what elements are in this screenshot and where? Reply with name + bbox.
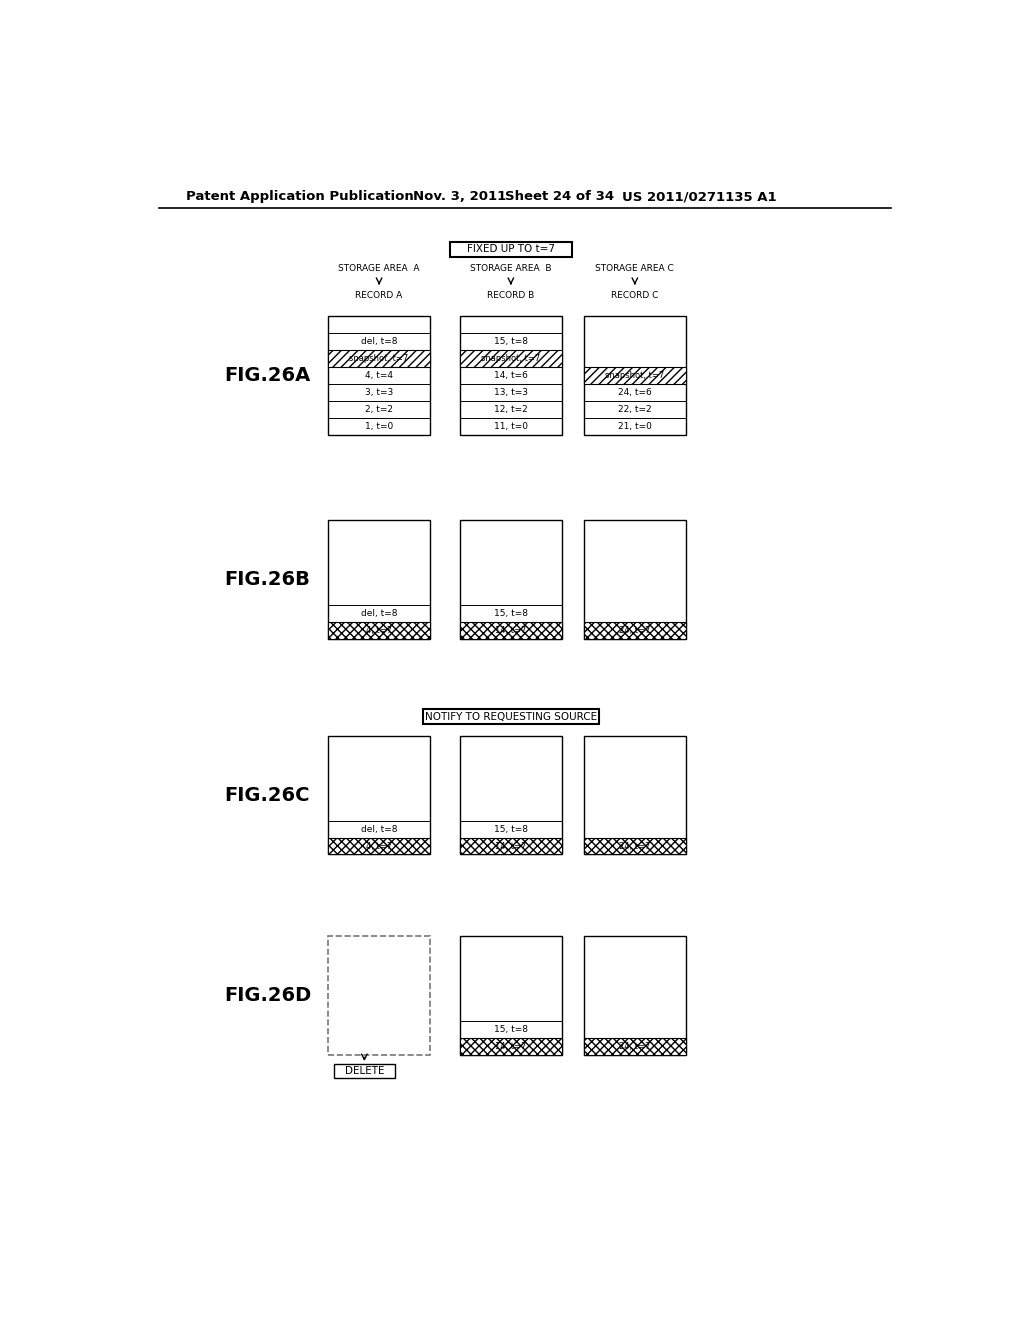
Text: 1, t=0: 1, t=0 [365, 422, 393, 430]
Text: FIG.26A: FIG.26A [224, 366, 310, 385]
Bar [328, 737, 430, 854]
Text: 14, t=6: 14, t=6 [494, 371, 527, 380]
Text: del, t=8: del, t=8 [360, 337, 397, 346]
Text: 24, t=6: 24, t=6 [617, 388, 651, 397]
Bar [584, 317, 686, 434]
Text: 22, t=2: 22, t=2 [618, 405, 651, 414]
Text: STORAGE AREA  A: STORAGE AREA A [338, 264, 420, 273]
Text: 4, t=7: 4, t=7 [366, 842, 392, 850]
Text: 14, t=7: 14, t=7 [496, 626, 526, 635]
Text: 3, t=3: 3, t=3 [365, 388, 393, 397]
Text: FIG.26C: FIG.26C [224, 785, 310, 805]
Text: STORAGE AREA C: STORAGE AREA C [596, 264, 674, 273]
Bar [584, 367, 686, 384]
Text: snapshot, t=7: snapshot, t=7 [349, 354, 409, 363]
Text: 13, t=3: 13, t=3 [494, 388, 527, 397]
Text: del, t=8: del, t=8 [360, 825, 397, 833]
Text: DELETE: DELETE [345, 1065, 384, 1076]
Bar [423, 709, 599, 725]
Text: 15, t=8: 15, t=8 [494, 609, 527, 618]
Bar [450, 242, 572, 257]
Text: Patent Application Publication: Patent Application Publication [186, 190, 414, 203]
Text: 2, t=2: 2, t=2 [366, 405, 393, 414]
Bar [460, 317, 562, 434]
Bar [328, 317, 430, 434]
Text: 24, t=7: 24, t=7 [620, 1041, 650, 1051]
Text: snapshot, t=7: snapshot, t=7 [605, 371, 665, 380]
Bar [584, 520, 686, 639]
Text: STORAGE AREA  B: STORAGE AREA B [470, 264, 552, 273]
Bar [328, 520, 430, 639]
Text: del, t=8: del, t=8 [360, 609, 397, 618]
Text: 4, t=4: 4, t=4 [366, 371, 393, 380]
Text: RECORD A: RECORD A [355, 290, 402, 300]
Bar [460, 350, 562, 367]
Bar [334, 1064, 394, 1077]
Bar [584, 622, 686, 639]
Bar [328, 622, 430, 639]
Text: 4, t=7: 4, t=7 [366, 626, 392, 635]
Text: 15, t=8: 15, t=8 [494, 825, 527, 833]
Bar [460, 838, 562, 854]
Text: 12, t=2: 12, t=2 [494, 405, 527, 414]
Text: snapshot, t=7: snapshot, t=7 [481, 354, 541, 363]
Text: FIG.26B: FIG.26B [224, 570, 310, 589]
Text: 15, t=8: 15, t=8 [494, 1024, 527, 1034]
Bar [460, 1038, 562, 1055]
Text: Nov. 3, 2011: Nov. 3, 2011 [414, 190, 507, 203]
Text: 14, t=7: 14, t=7 [496, 1041, 526, 1051]
Text: 24, t=7: 24, t=7 [620, 626, 650, 635]
Text: US 2011/0271135 A1: US 2011/0271135 A1 [623, 190, 777, 203]
Text: FIXED UP TO t=7: FIXED UP TO t=7 [467, 244, 555, 255]
Text: 24, t=7: 24, t=7 [620, 842, 650, 850]
Bar [328, 936, 430, 1055]
Text: RECORD B: RECORD B [487, 290, 535, 300]
Text: 11, t=0: 11, t=0 [494, 422, 527, 430]
Bar [460, 520, 562, 639]
Bar [584, 1038, 686, 1055]
Text: RECORD C: RECORD C [611, 290, 658, 300]
Text: 15, t=8: 15, t=8 [494, 337, 527, 346]
Bar [584, 936, 686, 1055]
Text: FIG.26D: FIG.26D [224, 986, 311, 1005]
Bar [328, 350, 430, 367]
Text: NOTIFY TO REQUESTING SOURCE: NOTIFY TO REQUESTING SOURCE [425, 711, 597, 722]
Bar [328, 838, 430, 854]
Bar [460, 936, 562, 1055]
Text: 21, t=0: 21, t=0 [617, 422, 652, 430]
Bar [460, 737, 562, 854]
Bar [584, 737, 686, 854]
Text: Sheet 24 of 34: Sheet 24 of 34 [506, 190, 614, 203]
Bar [460, 622, 562, 639]
Bar [584, 838, 686, 854]
Text: 14, t=7: 14, t=7 [496, 842, 526, 850]
